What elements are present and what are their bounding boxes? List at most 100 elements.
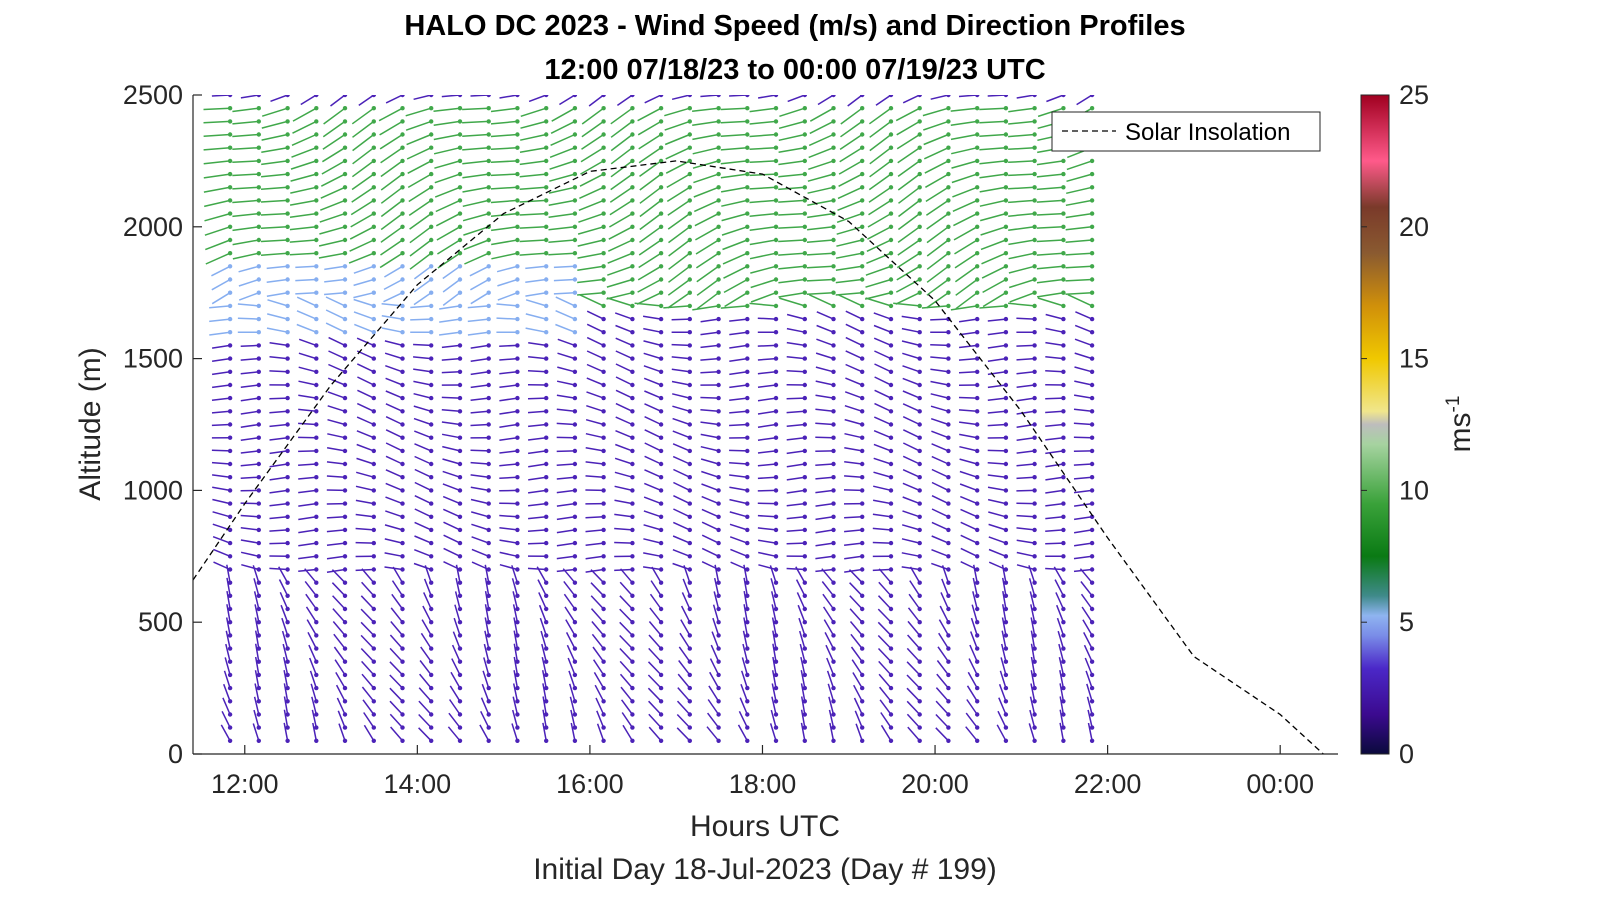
- wind-barb: [757, 357, 777, 361]
- wind-barb-dot: [371, 527, 376, 533]
- wind-barb-dot: [429, 422, 434, 427]
- wind-barb-dot: [802, 712, 807, 717]
- wind-barb: [594, 684, 605, 702]
- wind-barb-dot: [888, 303, 894, 309]
- wind-barb-dot: [457, 725, 463, 730]
- wind-barb-dot: [802, 303, 807, 309]
- wind-barb: [352, 133, 375, 152]
- wind-barb: [852, 672, 863, 689]
- wind-barb: [906, 687, 921, 702]
- wind-barb-dot: [831, 382, 836, 388]
- wind-barb-dot: [285, 501, 290, 506]
- wind-barb-dot: [1003, 620, 1009, 625]
- wind-barb: [959, 445, 978, 452]
- wind-barb-dot: [1032, 330, 1037, 335]
- x-axis-sublabel: Initial Day 18-Jul-2023 (Day # 199): [533, 853, 997, 886]
- wind-barb: [305, 606, 317, 623]
- wind-barb: [981, 252, 1007, 265]
- wind-barb-dot: [975, 461, 980, 467]
- wind-barb: [380, 239, 403, 256]
- wind-barb-dot: [716, 119, 721, 124]
- wind-barb: [318, 239, 346, 247]
- wind-barb-dot: [429, 251, 434, 256]
- wind-barb-dot: [1032, 171, 1037, 177]
- wind-barb: [490, 186, 518, 190]
- wind-barb-dot: [227, 119, 233, 124]
- wind-barb-dot: [486, 264, 491, 269]
- wind-barb: [771, 683, 777, 702]
- wind-barb-dot: [285, 567, 290, 572]
- wind-barb: [902, 95, 921, 104]
- wind-barb-dot: [687, 198, 692, 203]
- wind-barb-dot: [946, 672, 951, 678]
- wind-barb-dot: [515, 171, 520, 177]
- wind-barb: [965, 712, 978, 729]
- wind-barb-dot: [687, 527, 692, 533]
- wind-barb-dot: [917, 198, 922, 203]
- wind-barb: [541, 643, 547, 662]
- wind-barb-dot: [860, 211, 865, 216]
- wind-barb-dot: [429, 488, 434, 493]
- wind-barb: [808, 147, 834, 159]
- wind-barb-dot: [888, 606, 894, 612]
- wind-barb-dot: [457, 198, 463, 203]
- wind-barb-dot: [1061, 106, 1066, 111]
- wind-barb-dot: [371, 593, 376, 598]
- wind-barb: [298, 476, 317, 480]
- wind-barb: [528, 516, 547, 520]
- wind-barb: [902, 429, 921, 439]
- wind-barb: [448, 699, 461, 715]
- wind-barb: [1008, 226, 1035, 231]
- wind-barb-dot: [572, 303, 578, 309]
- wind-barb: [1083, 632, 1093, 649]
- wind-barb-dot: [400, 106, 405, 111]
- wind-barb-dot: [285, 554, 290, 559]
- wind-barb-dot: [457, 290, 463, 295]
- wind-barb: [221, 710, 231, 728]
- wind-barb: [619, 608, 633, 623]
- wind-barb: [838, 160, 863, 175]
- wind-barb: [261, 173, 288, 178]
- wind-barb-dot: [946, 369, 951, 374]
- wind-barb-dot: [860, 158, 865, 164]
- wind-barb: [380, 160, 403, 178]
- wind-barb: [938, 632, 950, 649]
- wind-barb-dot: [773, 316, 779, 322]
- wind-barb: [241, 563, 259, 571]
- wind-barb: [638, 133, 662, 150]
- wind-barb-dot: [888, 237, 894, 243]
- wind-barb: [682, 578, 691, 597]
- wind-barb-dot: [256, 659, 261, 664]
- wind-barb: [786, 502, 805, 507]
- wind-barb: [1016, 450, 1035, 454]
- wind-barb-dot: [1032, 356, 1037, 361]
- wind-barb: [897, 239, 921, 256]
- wind-barb: [586, 404, 604, 413]
- wind-barb-dot: [486, 567, 491, 572]
- wind-barb-dot: [227, 330, 233, 335]
- wind-barb-dot: [946, 264, 951, 269]
- wind-barb: [607, 239, 633, 252]
- wind-barb-dot: [256, 672, 261, 678]
- wind-barb-dot: [1061, 554, 1066, 559]
- wind-barb-dot: [917, 488, 922, 493]
- wind-barb: [757, 371, 777, 375]
- wind-barb-dot: [515, 395, 520, 401]
- wind-barb-dot: [658, 211, 664, 216]
- wind-barb: [513, 643, 519, 662]
- wind-barb-dot: [975, 119, 980, 124]
- wind-barb-dot: [630, 659, 635, 664]
- wind-barb: [706, 726, 720, 742]
- wind-barb-dot: [917, 435, 922, 440]
- wind-barb: [749, 252, 777, 260]
- wind-barb: [843, 489, 863, 492]
- wind-barb-dot: [831, 316, 836, 322]
- wind-barb: [930, 343, 949, 347]
- wind-barb-dot: [572, 95, 578, 98]
- wind-barb-dot: [227, 725, 233, 730]
- wind-barb-dot: [975, 198, 980, 203]
- wind-barb: [614, 471, 633, 478]
- wind-barb: [384, 552, 403, 558]
- wind-barb: [392, 566, 404, 584]
- wind-barb-dot: [400, 356, 405, 361]
